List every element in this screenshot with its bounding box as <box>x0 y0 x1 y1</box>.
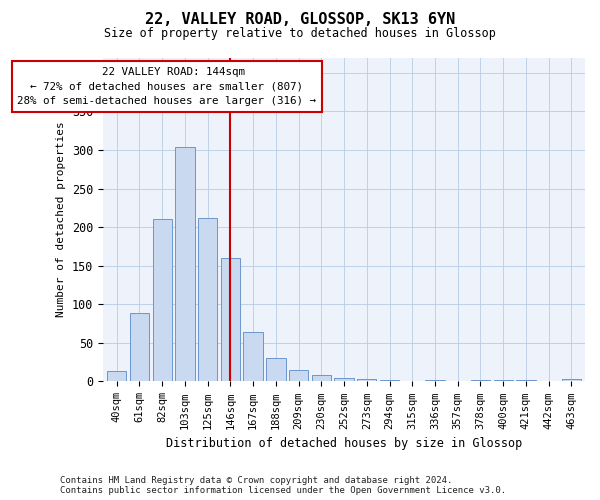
Text: 22 VALLEY ROAD: 144sqm
← 72% of detached houses are smaller (807)
28% of semi-de: 22 VALLEY ROAD: 144sqm ← 72% of detached… <box>17 67 316 106</box>
Bar <box>516 380 536 382</box>
Bar <box>562 379 581 382</box>
Text: Contains public sector information licensed under the Open Government Licence v3: Contains public sector information licen… <box>60 486 506 495</box>
Bar <box>198 218 217 382</box>
Bar <box>107 370 127 382</box>
Bar <box>152 220 172 382</box>
Text: 22, VALLEY ROAD, GLOSSOP, SK13 6YN: 22, VALLEY ROAD, GLOSSOP, SK13 6YN <box>145 12 455 28</box>
Y-axis label: Number of detached properties: Number of detached properties <box>56 122 67 318</box>
Bar <box>175 147 194 382</box>
Bar <box>130 313 149 382</box>
Bar <box>311 376 331 382</box>
Bar <box>334 378 354 382</box>
Bar <box>244 332 263 382</box>
Bar <box>425 380 445 382</box>
Bar <box>289 370 308 382</box>
Text: Size of property relative to detached houses in Glossop: Size of property relative to detached ho… <box>104 28 496 40</box>
Bar <box>357 379 376 382</box>
Bar <box>471 380 490 382</box>
Bar <box>380 380 399 382</box>
Bar <box>494 380 513 382</box>
Bar <box>266 358 286 382</box>
Text: Contains HM Land Registry data © Crown copyright and database right 2024.: Contains HM Land Registry data © Crown c… <box>60 476 452 485</box>
Bar <box>221 258 240 382</box>
X-axis label: Distribution of detached houses by size in Glossop: Distribution of detached houses by size … <box>166 437 522 450</box>
